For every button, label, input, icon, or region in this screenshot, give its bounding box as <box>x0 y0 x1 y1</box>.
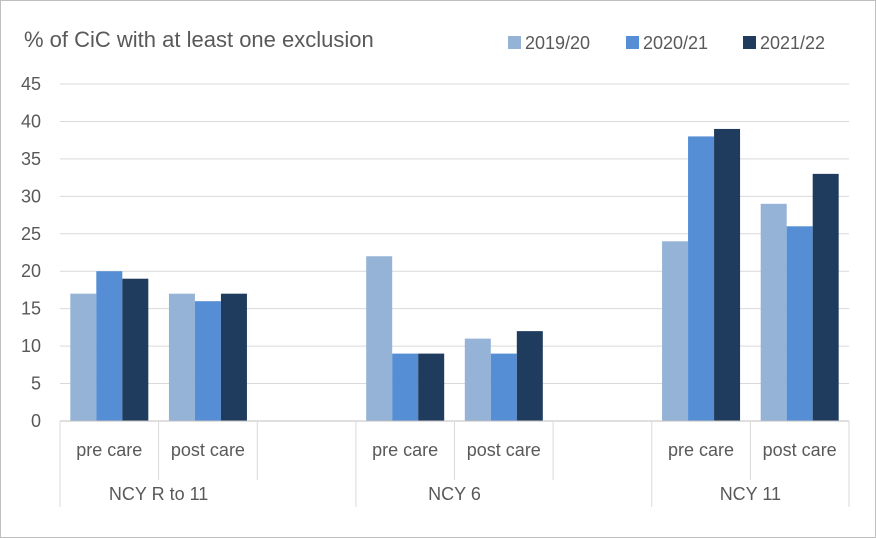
bar-2019-20-ncy-11-post-care <box>760 203 787 421</box>
legend-label: 2021/22 <box>760 33 825 53</box>
bar-2019-20-ncy-r-to-11-post-care <box>168 293 195 421</box>
legend-label: 2019/20 <box>525 33 590 53</box>
group-label: NCY R to 11 <box>109 484 208 504</box>
bar-2021-22-ncy-6-pre-care <box>418 353 445 421</box>
legend: 2019/20 2020/21 2021/22 <box>508 33 825 53</box>
category-label: pre care <box>372 440 438 460</box>
bar-2021-22-ncy-6-post-care <box>516 331 543 421</box>
y-tick-label: 30 <box>21 186 41 206</box>
bar-2021-22-ncy-11-post-care <box>812 173 839 421</box>
category-label: pre care <box>668 440 734 460</box>
bar-2020-21-ncy-11-post-care <box>786 226 813 421</box>
bar-2020-21-ncy-r-to-11-pre-care <box>96 271 123 421</box>
bars <box>70 128 839 421</box>
y-tick-label: 0 <box>31 411 41 431</box>
legend-swatch-2021-22 <box>743 36 756 49</box>
chart-title: % of CiC with at least one exclusion <box>24 27 374 52</box>
bar-2019-20-ncy-r-to-11-pre-care <box>70 293 97 421</box>
x-axis: pre care post care pre care post care pre ca… <box>59 420 850 507</box>
y-tick-label: 25 <box>21 224 41 244</box>
y-tick-label: 10 <box>21 336 41 356</box>
y-axis: 0 5 10 15 20 25 30 35 40 45 <box>21 74 41 431</box>
y-tick-label: 5 <box>31 374 41 394</box>
category-label: post care <box>467 440 541 460</box>
bar-2020-21-ncy-11-pre-care <box>688 136 715 421</box>
legend-swatch-2019-20 <box>508 36 521 49</box>
bar-2020-21-ncy-6-pre-care <box>392 353 419 421</box>
category-label: post care <box>763 440 837 460</box>
y-tick-label: 45 <box>21 74 41 94</box>
y-tick-label: 15 <box>21 299 41 319</box>
bar-2020-21-ncy-r-to-11-post-care <box>194 301 221 421</box>
bar-2021-22-ncy-11-pre-care <box>714 128 741 421</box>
group-label: NCY 11 <box>720 484 781 504</box>
bar-2020-21-ncy-6-post-care <box>490 353 517 421</box>
y-tick-label: 40 <box>21 111 41 131</box>
category-label: post care <box>171 440 245 460</box>
bar-2019-20-ncy-11-pre-care <box>662 241 689 421</box>
bar-2019-20-ncy-6-post-care <box>464 338 491 421</box>
y-tick-label: 35 <box>21 149 41 169</box>
bar-2021-22-ncy-r-to-11-post-care <box>220 293 247 421</box>
legend-label: 2020/21 <box>643 33 708 53</box>
legend-swatch-2020-21 <box>626 36 639 49</box>
bar-2019-20-ncy-6-pre-care <box>366 256 393 421</box>
category-label: pre care <box>76 440 142 460</box>
bar-2021-22-ncy-r-to-11-pre-care <box>122 278 149 421</box>
group-label: NCY 6 <box>428 484 481 504</box>
y-tick-label: 20 <box>21 261 41 281</box>
